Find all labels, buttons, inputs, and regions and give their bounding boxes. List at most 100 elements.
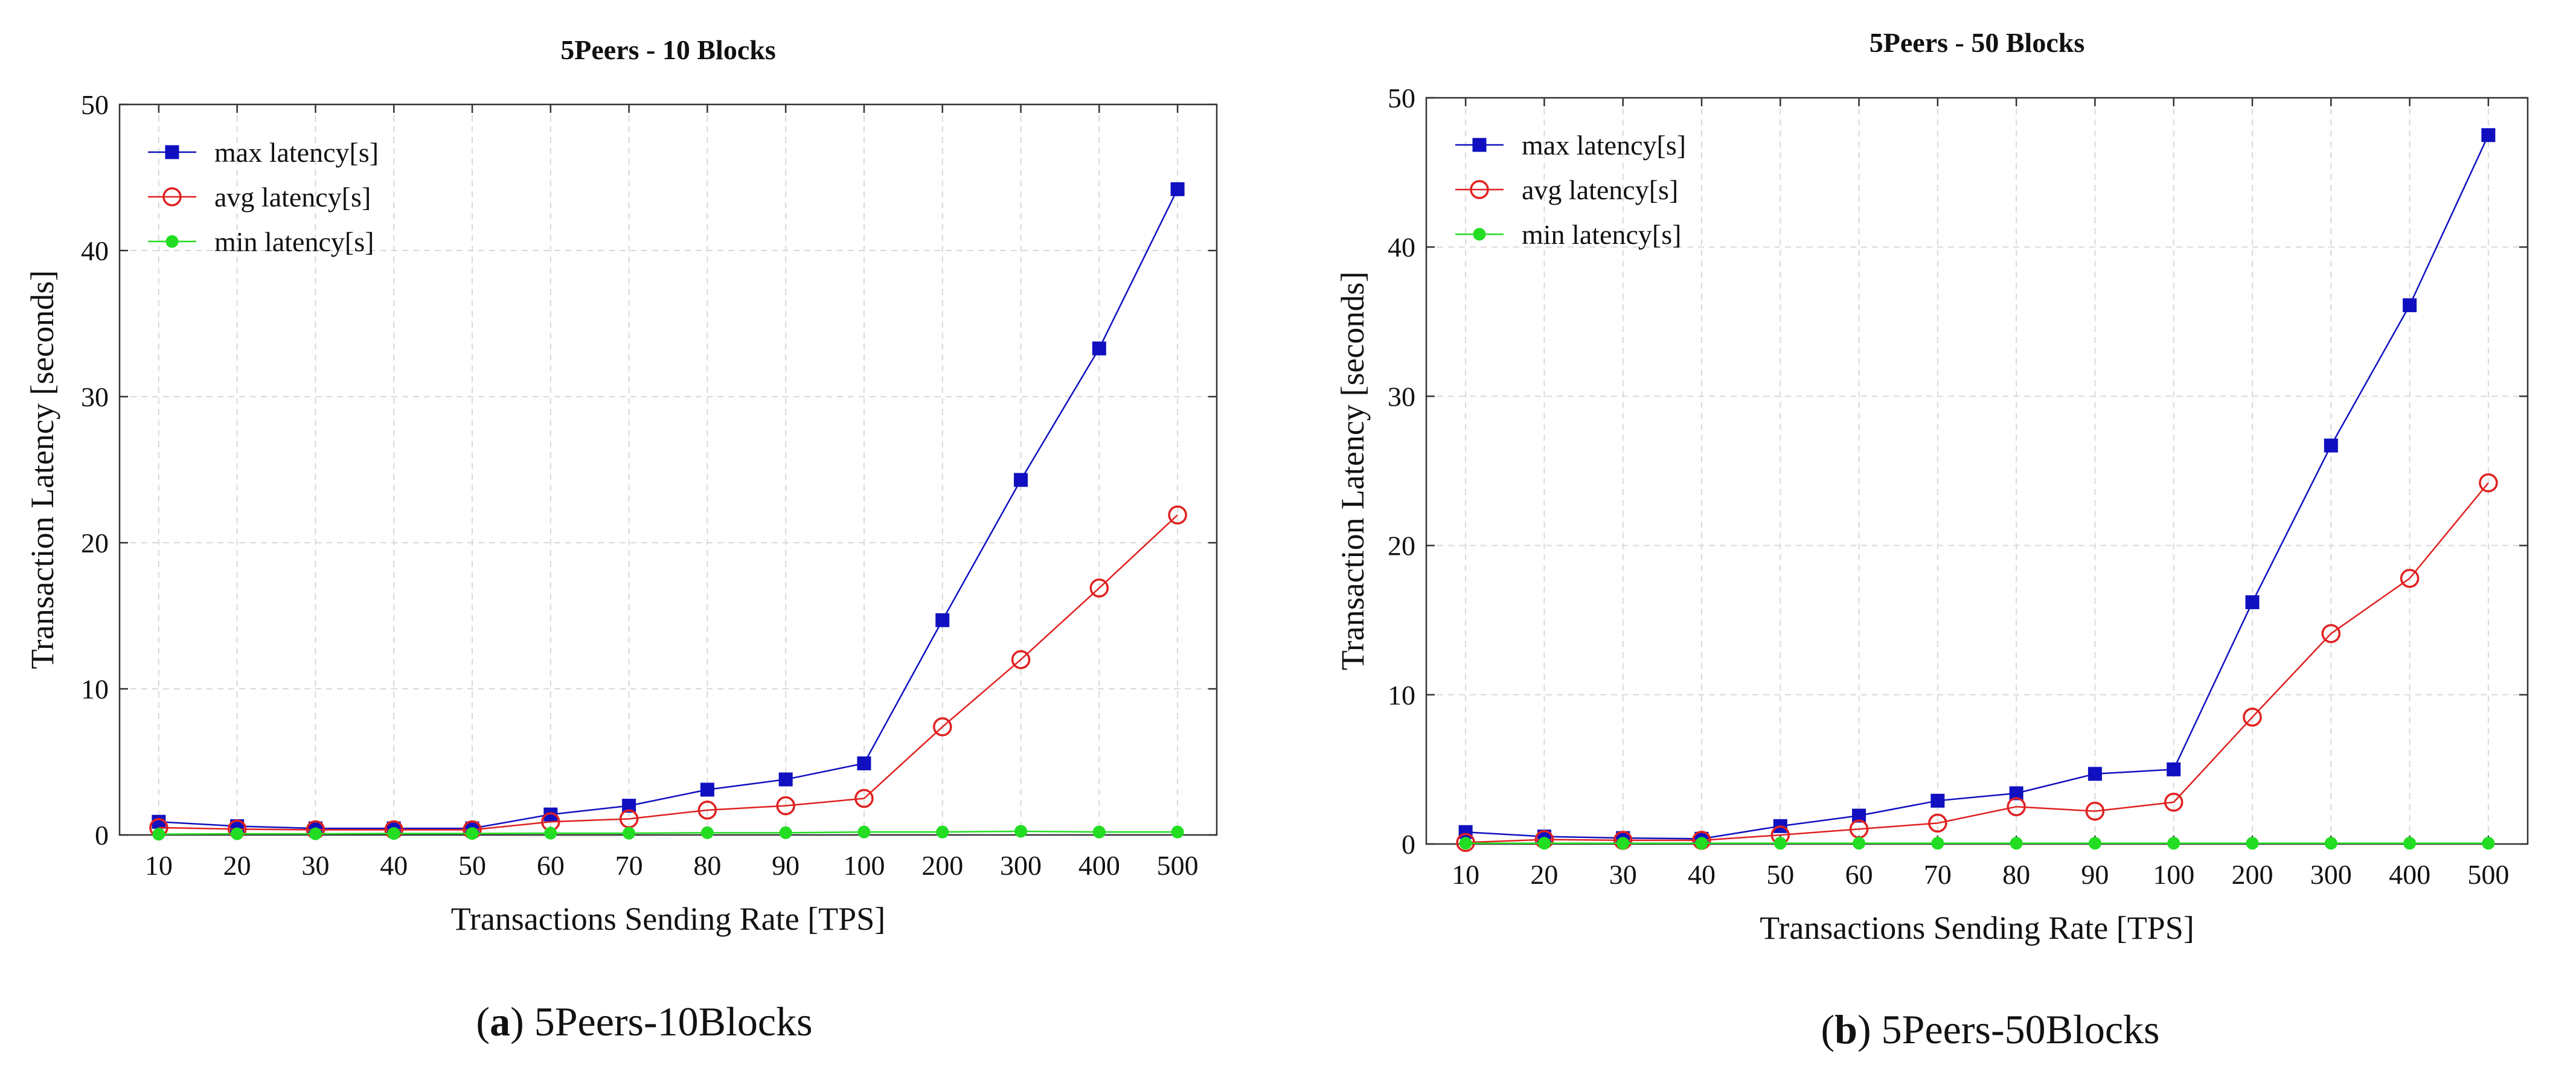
- x-tick-label: 80: [693, 850, 721, 881]
- data-point-min: [1695, 837, 1708, 850]
- series-min: [1459, 837, 2495, 850]
- x-tick-label: 500: [1157, 850, 1199, 881]
- series-line-max: [158, 188, 1179, 830]
- x-axis-label: Transactions Sending Rate [TPS]: [1760, 910, 2194, 946]
- x-tick-label: 60: [537, 850, 565, 881]
- legend-label: min latency[s]: [1522, 219, 1681, 250]
- x-tick-label: 100: [2153, 859, 2194, 890]
- legend-label: max latency[s]: [1522, 130, 1686, 161]
- chart-title: 5Peers - 50 Blocks: [1870, 27, 2084, 58]
- data-point-max: [857, 756, 871, 770]
- legend-marker-max: [165, 145, 179, 159]
- data-point-min: [231, 827, 244, 840]
- x-tick-label: 90: [772, 850, 799, 881]
- y-tick-label: 30: [81, 382, 109, 412]
- x-tick-label: 100: [843, 850, 885, 881]
- data-point-min: [544, 826, 557, 840]
- y-tick-label: 0: [95, 820, 109, 851]
- data-point-min: [2324, 837, 2337, 850]
- data-point-avg: [2164, 793, 2184, 812]
- data-point-avg: [854, 788, 874, 808]
- data-point-avg: [2479, 473, 2498, 493]
- data-point-avg: [1928, 813, 1947, 833]
- data-point-min: [1853, 837, 1866, 850]
- data-point-max: [1014, 473, 1028, 487]
- caption-letter: a: [490, 999, 510, 1044]
- series-max: [1458, 128, 2496, 846]
- data-point-max: [700, 782, 714, 797]
- data-point-max: [2167, 762, 2181, 776]
- legend-marker-avg: [162, 187, 182, 206]
- data-point-avg: [1168, 505, 1187, 525]
- y-tick-label: 40: [1388, 232, 1415, 263]
- x-tick-label: 10: [145, 850, 173, 881]
- data-point-avg: [697, 801, 717, 820]
- plot-frame: [1425, 97, 2529, 845]
- legend: max latency[s] avg latency[s] min latency[…: [1455, 130, 1686, 250]
- legend-marker-avg: [1470, 180, 1489, 199]
- series-avg: [1456, 473, 2498, 852]
- series-line-min: [158, 830, 1178, 836]
- x-tick-label: 400: [1078, 850, 1120, 881]
- y-tick-label: 10: [81, 674, 109, 705]
- data-point-max: [935, 613, 950, 627]
- x-tick-label: 200: [2232, 859, 2273, 890]
- data-point-min: [2010, 837, 2023, 850]
- x-tick-label: 400: [2389, 859, 2430, 890]
- y-axis-label: Transaction Latency [seconds]: [1334, 272, 1371, 671]
- data-point-max: [1092, 341, 1106, 356]
- data-point-max: [2245, 595, 2260, 610]
- data-point-min: [779, 826, 792, 839]
- data-point-max: [2403, 298, 2417, 313]
- legend-marker-max: [1472, 138, 1487, 152]
- data-point-min: [309, 827, 322, 840]
- data-point-avg: [1011, 650, 1031, 670]
- data-point-min: [1773, 837, 1787, 850]
- gridlines: [1426, 98, 2528, 844]
- x-tick-label: 30: [1609, 859, 1637, 890]
- data-point-avg: [2007, 797, 2026, 816]
- caption-text: 5Peers-10Blocks: [534, 999, 813, 1044]
- legend-label: min latency[s]: [214, 226, 374, 257]
- x-tick-label: 300: [1000, 850, 1042, 881]
- data-point-min: [152, 828, 165, 841]
- data-point-avg: [2085, 801, 2105, 821]
- caption-paren: ): [510, 999, 534, 1044]
- data-point-max: [2009, 786, 2023, 801]
- data-point-min: [936, 825, 949, 839]
- data-point-min: [1092, 825, 1106, 839]
- data-point-min: [387, 827, 400, 840]
- x-tick-label: 50: [458, 850, 486, 881]
- data-point-max: [778, 772, 793, 787]
- data-point-min: [1459, 837, 1472, 850]
- legend-marker-min: [1473, 228, 1486, 241]
- x-tick-label: 60: [1845, 859, 1873, 890]
- y-tick-label: 20: [81, 528, 109, 558]
- series-avg: [149, 505, 1187, 840]
- chart-b: 0 10 20 30 40 50 10 20 30 40 50 60 70 80 90 100 200 300 40…: [1334, 27, 2529, 1052]
- data-point-avg: [776, 796, 795, 816]
- caption-paren: ): [1857, 1006, 1882, 1052]
- y-tick-label: 50: [1388, 83, 1415, 113]
- data-point-avg: [2321, 624, 2341, 644]
- data-point-max: [2087, 767, 2102, 781]
- caption-letter: b: [1834, 1006, 1857, 1052]
- figure-caption: (b) 5Peers-50Blocks: [1821, 1006, 2160, 1052]
- caption-paren: (: [476, 999, 490, 1044]
- x-tick-label: 70: [615, 850, 643, 881]
- x-tick-label: 10: [1452, 859, 1479, 890]
- y-tick-label: 0: [1402, 829, 1415, 860]
- x-tick-label: 300: [2310, 859, 2352, 890]
- data-point-min: [623, 826, 636, 840]
- data-point-max: [1930, 793, 1945, 808]
- x-axis-label: Transactions Sending Rate [TPS]: [451, 901, 885, 937]
- x-tick-label: 30: [301, 850, 329, 881]
- x-tick-label: 20: [223, 850, 251, 881]
- data-point-avg: [933, 717, 952, 737]
- x-tick-label: 500: [2467, 859, 2509, 890]
- plot-frame: [118, 103, 1218, 836]
- series-max: [152, 182, 1185, 836]
- y-tick-label: 30: [1388, 381, 1415, 412]
- x-tick-label: 40: [380, 850, 408, 881]
